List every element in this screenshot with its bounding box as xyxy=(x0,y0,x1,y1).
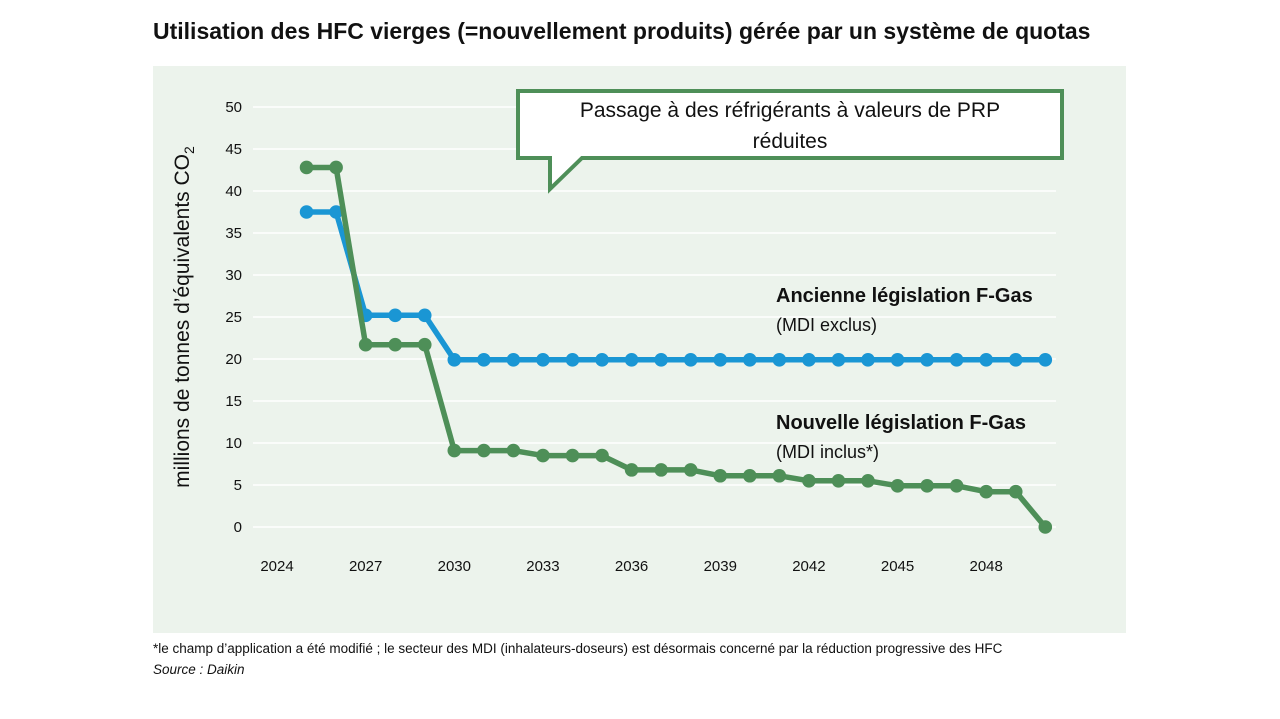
data-point xyxy=(1008,484,1023,499)
data-point xyxy=(417,308,432,323)
data-point xyxy=(417,337,432,352)
data-point xyxy=(388,337,403,352)
data-point xyxy=(536,448,550,463)
data-point xyxy=(713,468,728,483)
data-point xyxy=(329,160,343,175)
y-tick-label: 40 xyxy=(225,183,242,200)
plot-panel xyxy=(153,66,1126,633)
data-point xyxy=(831,353,846,367)
data-point xyxy=(802,474,816,488)
data-point xyxy=(949,353,964,367)
x-tick-label: 2033 xyxy=(526,558,559,575)
data-point xyxy=(299,205,314,219)
series-label-old: Ancienne législation F-Gas (MDI exclus) xyxy=(776,285,1033,335)
y-tick-label: 50 xyxy=(225,99,242,116)
callout-box: Passage à des réfrigérants à valeurs de … xyxy=(516,89,1064,194)
callout-line-1: Passage à des réfrigérants à valeurs de … xyxy=(580,99,1000,122)
x-tick-label: 2024 xyxy=(260,558,293,575)
data-point xyxy=(1038,520,1053,534)
data-point xyxy=(890,353,905,367)
x-tick-label: 2042 xyxy=(792,558,825,575)
y-tick-label: 25 xyxy=(225,309,242,326)
y-tick-label: 45 xyxy=(225,141,242,158)
series-label-old-name: Ancienne législation F-Gas xyxy=(776,285,1033,307)
y-axis-label: millions de tonnes d’équivalents CO2 xyxy=(171,146,197,488)
x-tick-label: 2039 xyxy=(704,558,737,575)
y-tick-label: 0 xyxy=(234,519,242,536)
data-point xyxy=(447,353,462,367)
y-tick-label: 15 xyxy=(225,393,242,410)
data-point xyxy=(536,353,550,367)
data-point xyxy=(772,468,787,483)
data-point xyxy=(654,353,668,367)
callout-line-2: réduites xyxy=(753,130,828,153)
data-point xyxy=(861,474,875,488)
data-point xyxy=(299,160,314,175)
data-point xyxy=(920,353,934,367)
x-tick-label: 2036 xyxy=(615,558,648,575)
x-tick-label: 2045 xyxy=(881,558,914,575)
y-tick-label: 5 xyxy=(234,477,242,494)
series-label-new: Nouvelle législation F-Gas (MDI inclus*) xyxy=(776,412,1026,462)
series-line xyxy=(303,164,1049,530)
data-point xyxy=(979,353,993,367)
footnote: *le champ d’application a été modifié ; … xyxy=(153,641,1003,656)
data-point xyxy=(861,353,875,367)
data-point xyxy=(595,353,609,367)
data-point xyxy=(949,479,964,493)
data-point xyxy=(477,443,491,458)
data-point xyxy=(654,463,668,477)
data-point xyxy=(388,308,403,323)
series-label-new-name: Nouvelle législation F-Gas xyxy=(776,412,1026,434)
series-label-old-note: (MDI exclus) xyxy=(776,315,877,335)
data-point xyxy=(772,353,787,367)
data-point xyxy=(802,353,816,367)
data-point xyxy=(1038,353,1053,367)
y-axis-label-main: millions de tonnes d’équivalents CO xyxy=(171,154,194,488)
data-point xyxy=(920,479,934,493)
data-point xyxy=(358,337,373,352)
data-point xyxy=(624,353,639,367)
y-tick-label: 35 xyxy=(225,225,242,242)
chart-title: Utilisation des HFC vierges (=nouvelleme… xyxy=(153,18,1091,44)
data-point xyxy=(683,463,698,477)
data-point xyxy=(743,468,757,483)
data-point xyxy=(890,479,905,493)
series-nouvelle xyxy=(299,160,1053,534)
data-point xyxy=(831,474,846,488)
data-point xyxy=(595,448,609,463)
data-point xyxy=(506,353,521,367)
y-axis-label-subscript: 2 xyxy=(181,146,197,154)
data-point xyxy=(713,353,728,367)
series-layer xyxy=(299,160,1053,534)
data-point xyxy=(329,205,343,219)
y-tick-label: 20 xyxy=(225,351,242,368)
x-tick-label: 2030 xyxy=(438,558,471,575)
y-tick-label: 30 xyxy=(225,267,242,284)
data-point xyxy=(624,463,639,477)
y-axis-ticks: 0 5 10 15 20 25 30 35 40 45 50 xyxy=(225,99,242,536)
series-ancienne xyxy=(299,205,1053,367)
data-point xyxy=(565,448,580,463)
y-tick-label: 10 xyxy=(225,435,242,452)
data-point xyxy=(683,353,698,367)
data-point xyxy=(979,484,993,499)
data-point xyxy=(565,353,580,367)
x-tick-label: 2027 xyxy=(349,558,382,575)
data-point xyxy=(1008,353,1023,367)
source-credit: Source : Daikin xyxy=(153,662,245,677)
data-point xyxy=(447,443,462,458)
data-point xyxy=(743,353,757,367)
series-label-new-note: (MDI inclus*) xyxy=(776,442,879,462)
x-tick-label: 2048 xyxy=(970,558,1003,575)
data-point xyxy=(477,353,491,367)
data-point xyxy=(506,443,521,458)
callout-border xyxy=(516,89,1064,194)
x-axis-ticks: 2024 2027 2030 2033 2036 2039 2042 2045 2048 xyxy=(260,558,1003,575)
